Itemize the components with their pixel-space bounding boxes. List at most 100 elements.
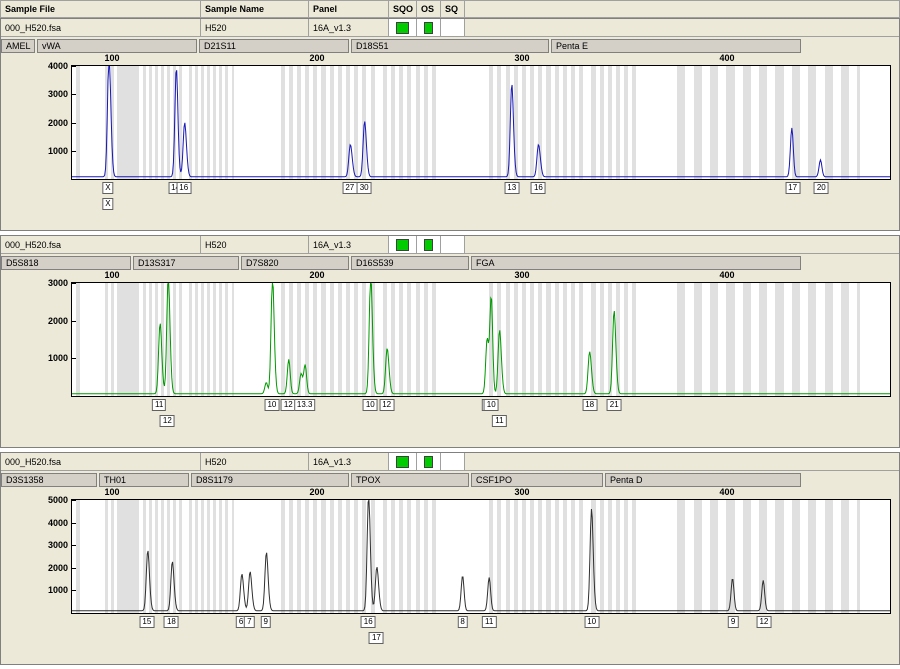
status-indicator <box>396 22 409 34</box>
locus-label[interactable]: D5S818 <box>1 256 131 270</box>
plot[interactable]: 1000200030004000 <box>71 65 891 180</box>
x-axis: 100 200 300 400 <box>71 270 891 282</box>
x-tick: 100 <box>104 487 119 497</box>
trace-line <box>72 500 890 613</box>
locus-label[interactable]: D7S820 <box>241 256 349 270</box>
chart-area: 1002003004001000200030004000X14162730131… <box>1 53 899 230</box>
locus-label[interactable]: D21S11 <box>199 39 349 53</box>
sample-name-cell[interactable]: H520 <box>201 19 309 36</box>
allele-call[interactable]: 11 <box>152 399 166 411</box>
x-tick: 100 <box>104 270 119 280</box>
os-cell <box>417 453 441 470</box>
allele-call[interactable]: 10 <box>484 399 499 411</box>
sqo-header[interactable]: SQO <box>389 1 417 17</box>
locus-label[interactable]: AMEL <box>1 39 35 53</box>
sample-file-cell[interactable]: 000_H520.fsa <box>1 236 201 253</box>
allele-call[interactable]: 20 <box>814 182 829 194</box>
y-tick: 5000 <box>48 495 68 505</box>
status-indicator <box>424 239 433 251</box>
locus-label[interactable]: D8S1179 <box>191 473 349 487</box>
y-axis: 10002000300040005000 <box>32 500 70 613</box>
y-tick: 4000 <box>48 61 68 71</box>
allele-call[interactable]: 16 <box>361 616 376 628</box>
allele-call[interactable]: 15 <box>139 616 154 628</box>
allele-call[interactable]: 18 <box>164 616 179 628</box>
allele-call[interactable]: 18 <box>582 399 597 411</box>
os-cell <box>417 236 441 253</box>
locus-label[interactable]: TPOX <box>351 473 469 487</box>
sample-file-cell[interactable]: 000_H520.fsa <box>1 19 201 36</box>
x-tick: 400 <box>719 270 734 280</box>
allele-call[interactable]: 17 <box>785 182 800 194</box>
panel-info-row: 000_H520.fsaH52016A_v1.3 <box>1 236 899 254</box>
sample-name-header[interactable]: Sample Name <box>201 1 309 17</box>
allele-call[interactable]: X <box>102 198 113 210</box>
x-tick: 100 <box>104 53 119 63</box>
panel-info-row: 000_H520.fsaH52016A_v1.3 <box>1 453 899 471</box>
sqo-cell <box>389 236 417 253</box>
locus-row: D3S1358TH01D8S1179TPOXCSF1POPenta D <box>1 471 899 487</box>
os-header[interactable]: OS <box>417 1 441 17</box>
status-indicator <box>424 456 433 468</box>
y-tick: 3000 <box>48 278 68 288</box>
sample-file-header[interactable]: Sample File <box>1 1 201 17</box>
sq-cell <box>441 453 465 470</box>
panel-cell[interactable]: 16A_v1.3 <box>309 19 389 36</box>
sqo-cell <box>389 19 417 36</box>
status-indicator <box>396 239 409 251</box>
allele-call[interactable]: X <box>102 182 113 194</box>
locus-label[interactable]: vWA <box>37 39 197 53</box>
locus-row: AMELvWAD21S11D18S51Penta E <box>1 37 899 53</box>
allele-call[interactable]: 11 <box>492 415 506 427</box>
allele-call[interactable]: 27 <box>342 182 357 194</box>
panel-cell[interactable]: 16A_v1.3 <box>309 236 389 253</box>
sq-cell <box>441 19 465 36</box>
locus-label[interactable]: D3S1358 <box>1 473 97 487</box>
allele-call[interactable]: 21 <box>607 399 622 411</box>
y-tick: 4000 <box>48 518 68 528</box>
allele-call[interactable]: 12 <box>756 616 771 628</box>
y-tick: 1000 <box>48 585 68 595</box>
allele-call[interactable]: 9 <box>261 616 271 628</box>
allele-call[interactable]: 16 <box>176 182 191 194</box>
allele-call[interactable]: 13 <box>504 182 519 194</box>
x-tick: 300 <box>514 270 529 280</box>
allele-call[interactable]: 17 <box>369 632 384 644</box>
y-tick: 3000 <box>48 89 68 99</box>
sample-name-cell[interactable]: H520 <box>201 236 309 253</box>
allele-call[interactable]: 30 <box>357 182 372 194</box>
panel-cell[interactable]: 16A_v1.3 <box>309 453 389 470</box>
locus-label[interactable]: Penta D <box>605 473 801 487</box>
locus-label[interactable]: D16S539 <box>351 256 469 270</box>
plot[interactable]: 100020003000 <box>71 282 891 397</box>
locus-label[interactable]: Penta E <box>551 39 801 53</box>
sample-file-cell[interactable]: 000_H520.fsa <box>1 453 201 470</box>
allele-call[interactable]: 13.3 <box>294 399 316 411</box>
locus-label[interactable]: CSF1PO <box>471 473 603 487</box>
sqo-cell <box>389 453 417 470</box>
allele-call[interactable]: 11 <box>482 616 496 628</box>
chart-area: 1002003004001000200030004000500015186791… <box>1 487 899 664</box>
allele-call[interactable]: 16 <box>531 182 546 194</box>
sq-cell <box>441 236 465 253</box>
sq-header[interactable]: SQ <box>441 1 465 17</box>
allele-call[interactable]: 12 <box>160 415 175 427</box>
x-tick: 200 <box>309 270 324 280</box>
allele-call[interactable]: 7 <box>244 616 254 628</box>
electropherogram-panel: 000_H520.fsaH52016A_v1.3D3S1358TH01D8S11… <box>0 452 900 665</box>
locus-label[interactable]: TH01 <box>99 473 189 487</box>
allele-call[interactable]: 9 <box>728 616 738 628</box>
allele-call[interactable]: 10 <box>264 399 279 411</box>
allele-call[interactable]: 10 <box>363 399 378 411</box>
sample-name-cell[interactable]: H520 <box>201 453 309 470</box>
locus-label[interactable]: D18S51 <box>351 39 549 53</box>
electropherogram-panel: 000_H520.fsaH52016A_v1.3 D5S818D13S317D7S… <box>0 235 900 448</box>
y-tick: 1000 <box>48 146 68 156</box>
allele-call[interactable]: 8 <box>457 616 467 628</box>
allele-row: 11101213.310129101821 <box>71 399 891 413</box>
locus-label[interactable]: D13S317 <box>133 256 239 270</box>
allele-call[interactable]: 10 <box>584 616 599 628</box>
allele-call[interactable]: 12 <box>379 399 394 411</box>
locus-label[interactable]: FGA <box>471 256 801 270</box>
panel-header[interactable]: Panel <box>309 1 389 17</box>
